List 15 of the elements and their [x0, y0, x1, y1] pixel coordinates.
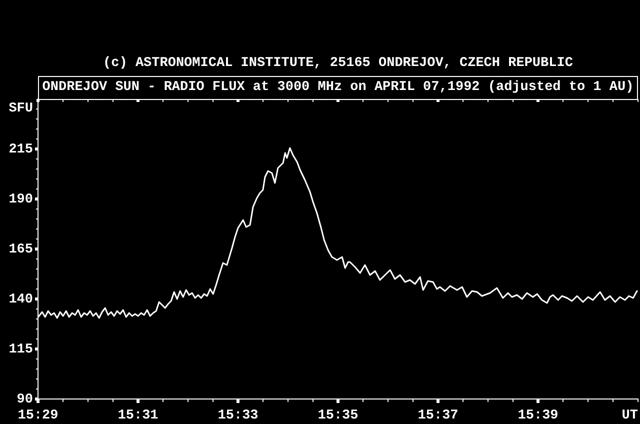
y-tick-label: 90 — [16, 392, 33, 408]
x-tick-label: 15:29 — [18, 408, 58, 424]
text: (c) ASTRONOMICAL INSTITUTE, 25165 ONDREJOV, CZECH REPUBLIC — [102, 55, 574, 73]
y-tick-label: 165 — [8, 242, 33, 258]
x-tick-label: 15:31 — [118, 408, 158, 424]
x-tick-label: 15:35 — [318, 408, 358, 424]
x-tick-label: 15:39 — [518, 408, 558, 424]
y-tick-label: 190 — [8, 192, 33, 208]
y-tick-label: 115 — [8, 342, 33, 358]
y-tick-label: 140 — [8, 292, 33, 308]
x-tick-label: 15:33 — [218, 408, 258, 424]
x-axis-title: UT — [622, 408, 638, 424]
y-tick-label: 215 — [8, 142, 33, 158]
y-axis-title: SFU — [8, 101, 33, 116]
x-tick-label: 15:37 — [418, 408, 458, 424]
